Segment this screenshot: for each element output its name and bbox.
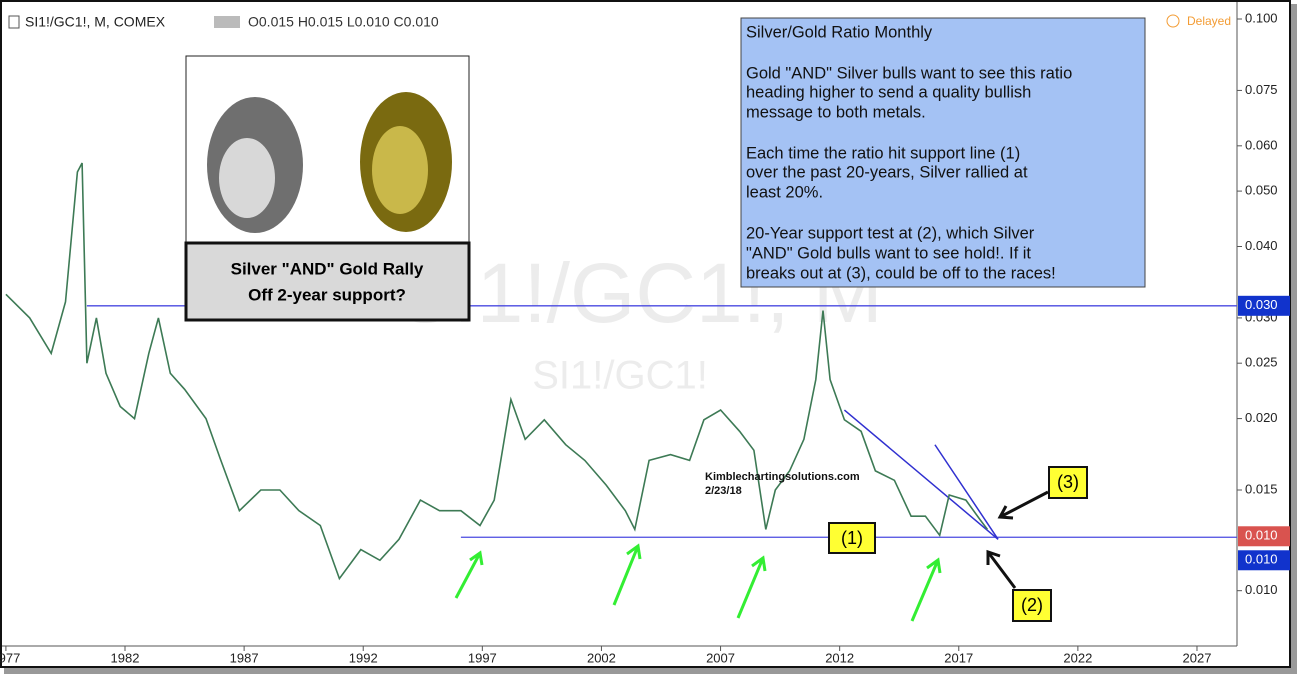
black-arrow	[986, 549, 1017, 589]
x-tick-label: 2012	[825, 650, 854, 665]
axes: 0.100 0.075 0.060 0.050 0.040 0.030 0.025 0.020…	[0, 10, 1290, 665]
symbol: SI1!/GC1!, M, COMEX	[25, 14, 166, 30]
x-tick-label: 1987	[230, 650, 259, 665]
highlight	[372, 126, 428, 214]
price-badge	[1238, 295, 1290, 316]
green-arrow	[612, 543, 642, 606]
label-box	[828, 522, 876, 554]
x-tick-label: 1992	[349, 650, 378, 665]
icon	[214, 16, 240, 28]
note-line: 20-Year support test at (2), which Silve…	[746, 224, 1035, 242]
shadow	[4, 668, 1297, 674]
credit: Kimblechartingsolutions.com	[705, 471, 860, 483]
icon	[1166, 14, 1180, 28]
price-badge-label: 0.010	[1245, 552, 1278, 567]
price-badge	[1238, 526, 1290, 547]
note-line: over the past 20-years, Silver rallied a…	[746, 163, 1028, 181]
note-line: breaks out at (3), could be off to the r…	[746, 264, 1056, 282]
price-badge	[1238, 550, 1290, 571]
icon	[8, 15, 20, 29]
trendline	[843, 409, 999, 540]
y-tick-label: 0.100	[1245, 10, 1278, 25]
label-box	[1048, 466, 1088, 499]
green-arrow	[910, 557, 942, 622]
trendline	[934, 444, 999, 540]
note-line: heading higher to send a quality bullish	[746, 83, 1031, 101]
shadow	[1291, 4, 1297, 674]
y-tick-label: 0.025	[1245, 355, 1278, 370]
caption: Off 2-year support?	[248, 285, 406, 304]
watermark: SI1!/GC1!	[532, 354, 708, 398]
x-tick-label: 1997	[468, 650, 497, 665]
note-line: Each time the ratio hit support line (1)	[746, 144, 1020, 162]
note-line: Gold "AND" Silver bulls want to see this…	[746, 64, 1072, 82]
y-tick-label: 0.050	[1245, 183, 1278, 198]
x-tick-label: 2022	[1063, 650, 1092, 665]
ohlc: O0.015 H0.015 L0.010 C0.010	[248, 14, 439, 30]
note-box: Silver/Gold Ratio Monthly Gold "AND" Silv…	[740, 17, 1146, 288]
frame	[0, 0, 1291, 668]
price-badge-label: 0.010	[1245, 528, 1278, 543]
note-line: "AND" Gold bulls want to see hold!. If i…	[746, 244, 1031, 262]
y-tick-label: 0.015	[1245, 481, 1278, 496]
x-tick-label: 2007	[706, 650, 735, 665]
note-bg	[740, 17, 1146, 288]
y-tick-label: 0.020	[1245, 410, 1278, 425]
note-line: Silver/Gold Ratio Monthly	[746, 23, 933, 41]
highlight	[219, 138, 275, 218]
caption: Silver "AND" Gold Rally	[231, 259, 424, 278]
y-tick-label: 0.060	[1245, 137, 1278, 152]
header-bg	[4, 8, 204, 36]
status: Delayed	[1187, 14, 1231, 28]
label: (1)	[841, 528, 863, 548]
caption-box	[184, 241, 471, 322]
y-tick-label: 0.040	[1245, 238, 1278, 253]
y-tick-label: 0.010	[1245, 582, 1278, 597]
green-arrow	[736, 555, 767, 619]
x-tick-label: 2027	[1183, 650, 1212, 665]
x-tick-label: 1982	[111, 650, 140, 665]
credit-date: 2/23/18	[705, 485, 742, 497]
x-tick-label: 1977	[0, 650, 20, 665]
note-line: message to both metals.	[746, 103, 926, 121]
ratio-line	[5, 162, 989, 581]
black-arrow	[997, 490, 1049, 520]
x-tick-label: 2017	[944, 650, 973, 665]
beetle-image: Silver "AND" Gold Rally Off 2-year suppo…	[184, 55, 471, 322]
price-badge-label: 0.030	[1245, 297, 1278, 312]
label: (3)	[1057, 472, 1079, 492]
arrows	[454, 543, 942, 622]
y-tick-label: 0.075	[1245, 82, 1278, 97]
note-line: least 20%.	[746, 183, 823, 201]
label-box	[1012, 589, 1052, 622]
x-tick-label: 2002	[587, 650, 616, 665]
arrows	[986, 490, 1049, 589]
label: (2)	[1021, 595, 1043, 615]
green-arrow	[454, 550, 484, 599]
